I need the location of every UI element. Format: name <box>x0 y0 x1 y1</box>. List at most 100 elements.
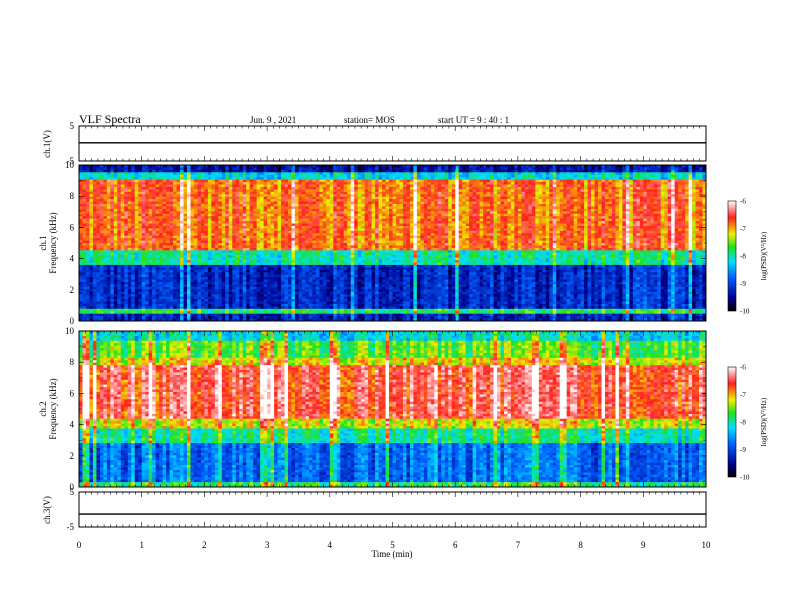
spectrogram-cell <box>148 223 153 227</box>
spectrogram-cell <box>305 221 310 224</box>
spectrogram-cell <box>162 184 167 188</box>
spectrogram-cell <box>96 179 101 183</box>
spectrogram-cell <box>646 167 651 171</box>
spectrogram-cell <box>225 199 230 202</box>
spectrogram-cell <box>288 179 292 183</box>
spectrogram-cell <box>604 172 609 176</box>
spectrogram-cell <box>486 228 491 232</box>
spectrogram-cell <box>650 184 655 188</box>
spectrogram-cell <box>406 189 411 193</box>
spectrogram-cell <box>437 182 442 185</box>
spectrogram-cell <box>448 230 453 234</box>
spectrogram-cell <box>113 194 118 198</box>
spectrogram-cell <box>340 216 345 220</box>
spectrogram-cell <box>685 208 689 212</box>
spectrogram-cell <box>389 208 393 212</box>
spectrogram-cell <box>329 172 334 176</box>
spectrogram-cell <box>699 184 703 188</box>
spectrogram-cell <box>563 194 568 198</box>
spectrogram-cell <box>169 218 174 222</box>
spectrogram-cell <box>214 186 219 190</box>
spectrogram-cell <box>389 225 393 229</box>
spectrogram-cell <box>267 213 271 217</box>
spectrogram-cell <box>594 182 599 185</box>
spectrogram-cell <box>389 182 393 185</box>
spectrogram-cell <box>594 174 599 178</box>
spectrogram-cell <box>632 213 637 217</box>
spectrogram-cell <box>695 184 700 188</box>
spectrogram-cell <box>483 196 487 200</box>
spectrogram-cell <box>145 218 150 222</box>
spectrogram-cell <box>375 199 379 202</box>
spectrogram-cell <box>441 184 446 188</box>
spectrogram-cell <box>545 179 550 183</box>
spectrogram-cell <box>103 196 108 200</box>
spectrogram-cell <box>517 199 522 202</box>
spectrogram-cell <box>134 177 139 181</box>
spectrogram-cell <box>643 165 648 168</box>
spectrogram-cell <box>141 211 146 215</box>
spectrogram-cell <box>695 172 700 176</box>
spectrogram-cell <box>371 211 376 215</box>
spectrogram-cell <box>531 196 536 200</box>
spectrogram-cell <box>448 167 453 171</box>
spectrogram-cell <box>260 174 265 178</box>
spectrogram-cell <box>169 179 174 183</box>
spectrogram-cell <box>312 228 317 232</box>
spectrogram-cell <box>221 206 226 210</box>
spectrogram-cell <box>193 196 198 200</box>
spectrogram-cell <box>270 213 275 217</box>
spectrogram-cell <box>96 216 101 220</box>
spectrogram-cell <box>469 225 474 229</box>
spectrogram-cell <box>96 201 101 205</box>
spectrogram-cell <box>79 191 83 195</box>
spectrogram-cell <box>591 191 595 195</box>
spectrogram-cell <box>646 182 651 185</box>
spectrogram-cell <box>695 211 700 215</box>
spectrogram-cell <box>636 201 641 205</box>
spectrogram-cell <box>82 223 87 227</box>
spectrogram-cell <box>106 184 111 188</box>
spectrogram-cell <box>288 191 292 195</box>
spectrogram-cell <box>660 208 665 212</box>
spectrogram-cell <box>618 225 623 229</box>
spectrogram-cell <box>221 225 226 229</box>
spectrogram-cell <box>639 206 644 210</box>
spectrogram-cell <box>246 172 251 176</box>
spectrogram-cell <box>615 165 620 168</box>
spectrogram-cell <box>288 184 292 188</box>
spectrogram-cell <box>270 201 275 205</box>
spectrogram-cell <box>89 228 94 232</box>
spectrogram-cell <box>145 206 150 210</box>
spectrogram-cell <box>702 216 706 220</box>
spectrogram-cell <box>242 184 247 188</box>
spectrogram-cell <box>183 172 188 176</box>
spectrogram-cell <box>284 179 289 183</box>
spectrogram-cell <box>389 186 393 190</box>
spectrogram-cell <box>695 174 700 178</box>
spectrogram-cell <box>169 167 174 171</box>
spectrogram-cell <box>288 223 292 227</box>
spectrogram-cell <box>169 204 174 207</box>
spectrogram-cell <box>180 167 184 171</box>
spectrogram-cell <box>378 172 383 176</box>
spectrogram-cell <box>566 218 571 222</box>
spectrogram-cell <box>357 174 362 178</box>
spectrogram-cell <box>559 208 564 212</box>
spectrogram-cell <box>416 191 421 195</box>
spectrogram-cell <box>368 172 372 176</box>
spectrogram-cell <box>632 206 637 210</box>
spectrogram-cell <box>406 216 411 220</box>
spectrogram-cell <box>535 167 540 171</box>
spectrogram-cell <box>406 223 411 227</box>
spectrogram-cell <box>622 174 627 178</box>
spectrogram-cell <box>155 186 160 190</box>
spectrogram-cell <box>636 221 641 224</box>
spectrogram-cell <box>472 169 477 173</box>
spectrogram-cell <box>702 172 706 176</box>
spectrogram-cell <box>103 206 108 210</box>
spectrogram-cell <box>340 182 345 185</box>
spectrogram-cell <box>545 169 550 173</box>
spectrogram-cell <box>326 177 331 181</box>
spectrogram-cell <box>357 194 362 198</box>
